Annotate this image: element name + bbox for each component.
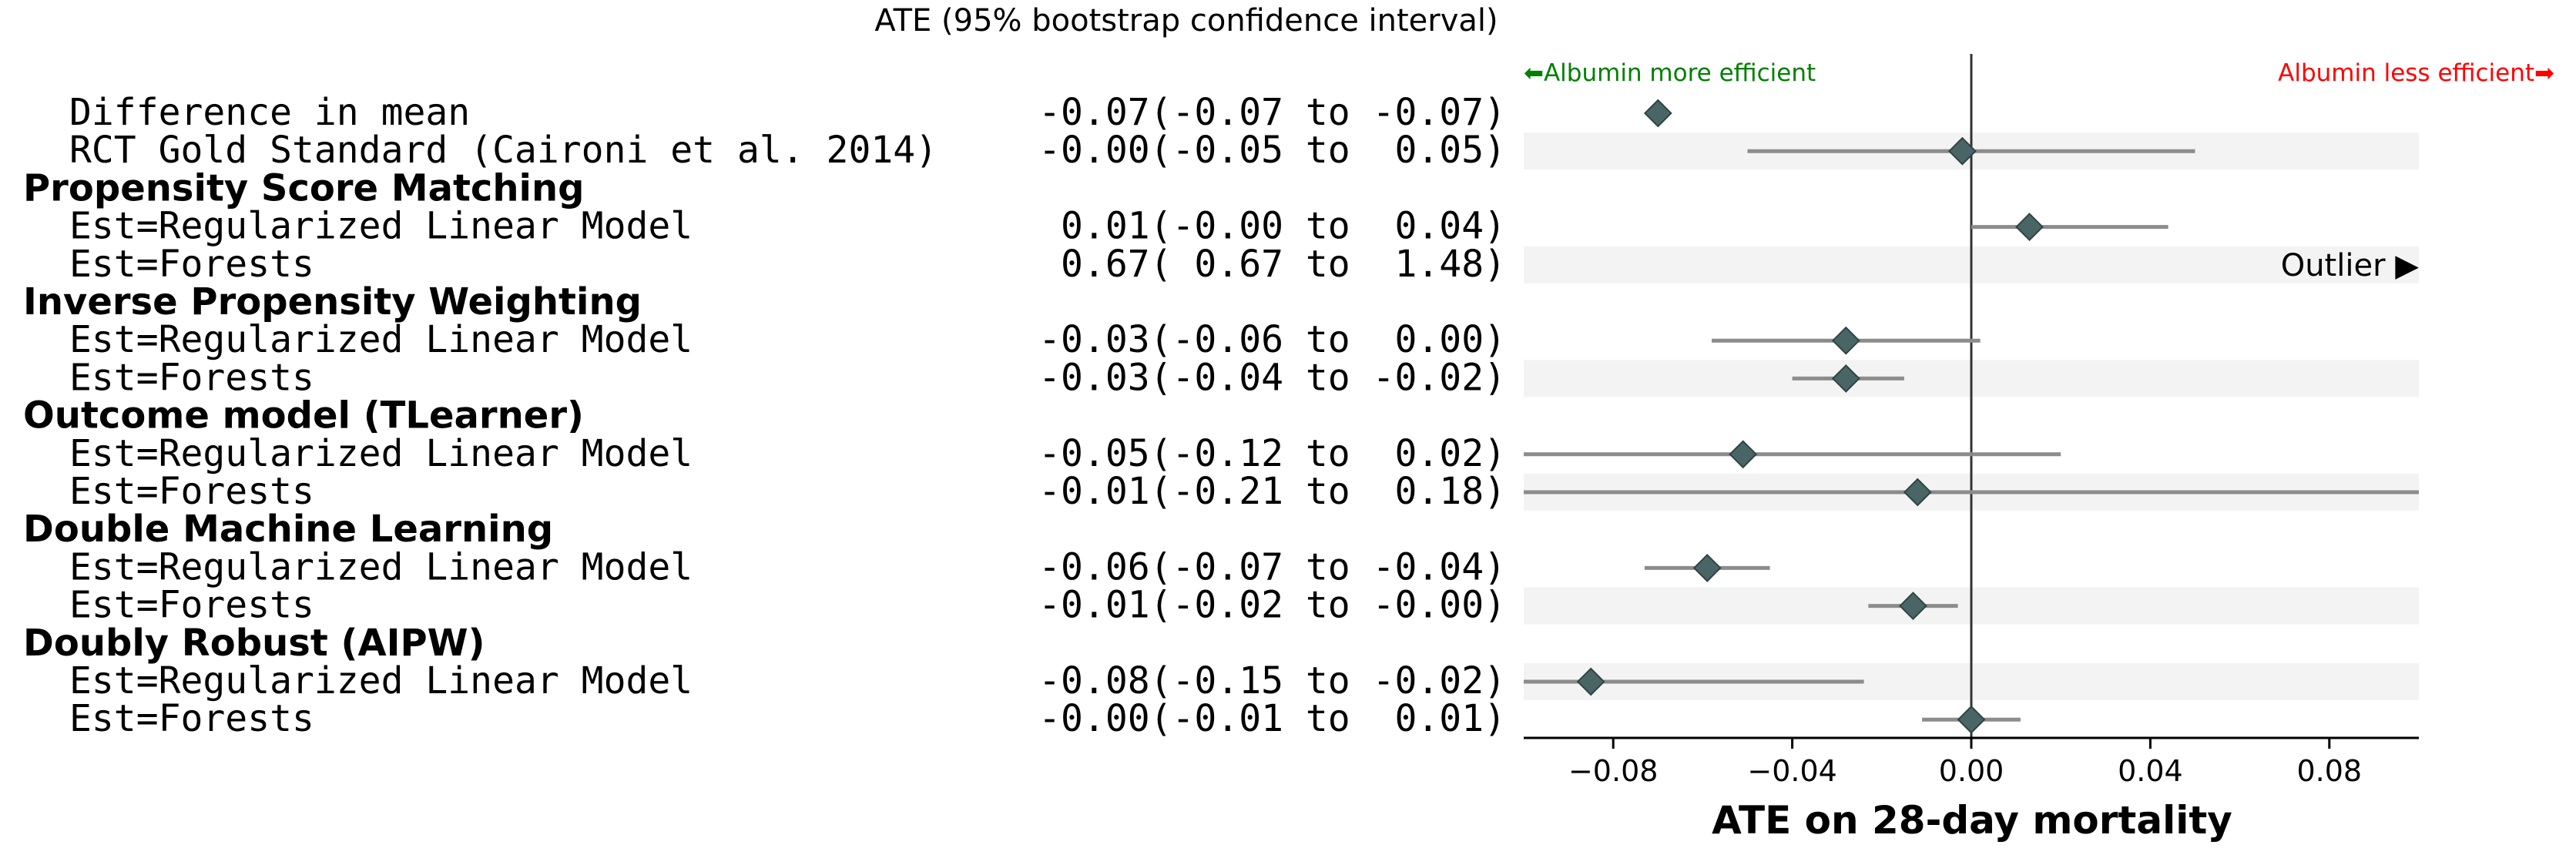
estimate-marker	[1947, 136, 1977, 166]
estimate-marker	[1903, 478, 1932, 507]
column-header: ATE (95% bootstrap confidence interval)	[874, 3, 1498, 39]
group-label: Inverse Propensity Weighting	[23, 280, 642, 324]
row-label: Est=Forests	[69, 470, 314, 513]
row-label: Est=Forests	[69, 584, 314, 627]
estimate-marker	[1957, 705, 1986, 734]
x-tick-label: −0.04	[1747, 754, 1836, 788]
estimate-marker	[1643, 99, 1672, 128]
row-label: Est=Regularized Linear Model	[69, 432, 693, 475]
estimate-marker	[1729, 440, 1758, 469]
estimate-marker	[1831, 364, 1860, 393]
row-value: -0.00(-0.01 to 0.01)	[1038, 697, 1506, 740]
x-axis: −0.08 −0.04 0.00 0.04 0.08	[1524, 736, 2419, 788]
row-label: Est=Regularized Linear Model	[69, 545, 693, 588]
estimate-marker	[1576, 667, 1605, 696]
row-value: -0.03(-0.06 to 0.00)	[1038, 318, 1506, 361]
x-tick-label: 0.00	[1939, 754, 2004, 788]
row-label: RCT Gold Standard (Caironi et al. 2014)	[69, 129, 937, 172]
row-value: 0.67( 0.67 to 1.48)	[1038, 243, 1506, 286]
group-label: Propensity Score Matching	[23, 166, 585, 210]
row-label: Est=Regularized Linear Model	[69, 318, 693, 361]
x-tick-label: −0.08	[1568, 754, 1658, 788]
group-label: Doubly Robust (AIPW)	[23, 622, 485, 665]
right-annotation: Albumin less efficient➡	[2278, 59, 2554, 87]
estimate-marker	[2015, 213, 2044, 242]
row-label: Difference in mean	[69, 91, 470, 134]
group-label: Double Machine Learning	[23, 508, 553, 551]
row-value: -0.06(-0.07 to -0.04)	[1038, 545, 1506, 588]
x-axis-label: ATE on 28-day mortality	[1712, 798, 2232, 843]
row-label: Est=Regularized Linear Model	[69, 205, 693, 248]
row-label: Est=Regularized Linear Model	[69, 659, 693, 702]
row-label: Est=Forests	[69, 697, 314, 740]
row-values: -0.07(-0.07 to -0.07)-0.00(-0.05 to 0.05…	[1038, 91, 1506, 740]
outlier-label: Outlier ▶	[2281, 248, 2420, 283]
estimate-marker	[1692, 553, 1722, 582]
estimate-marker	[1831, 326, 1860, 355]
row-label: Est=Forests	[69, 356, 314, 399]
row-value: -0.05(-0.12 to 0.02)	[1038, 432, 1506, 475]
x-tick-label: 0.04	[2118, 754, 2183, 788]
group-label: Outcome model (TLearner)	[23, 394, 584, 438]
estimate-marker	[1899, 592, 1927, 621]
left-annotation: ⬅Albumin more efficient	[1524, 59, 1816, 87]
row-value: -0.07(-0.07 to -0.07)	[1038, 91, 1506, 134]
row-value: -0.01(-0.02 to -0.00)	[1038, 584, 1506, 627]
estimate-markers: Outlier ▶	[1576, 99, 2420, 734]
row-value: 0.01(-0.00 to 0.04)	[1038, 205, 1506, 248]
row-value: -0.03(-0.04 to -0.02)	[1038, 356, 1506, 399]
x-tick-label: 0.08	[2296, 754, 2362, 788]
row-label: Est=Forests	[69, 243, 314, 286]
row-value: -0.01(-0.21 to 0.18)	[1038, 470, 1506, 513]
row-value: -0.00(-0.05 to 0.05)	[1038, 129, 1506, 172]
row-value: -0.08(-0.15 to -0.02)	[1038, 659, 1506, 702]
